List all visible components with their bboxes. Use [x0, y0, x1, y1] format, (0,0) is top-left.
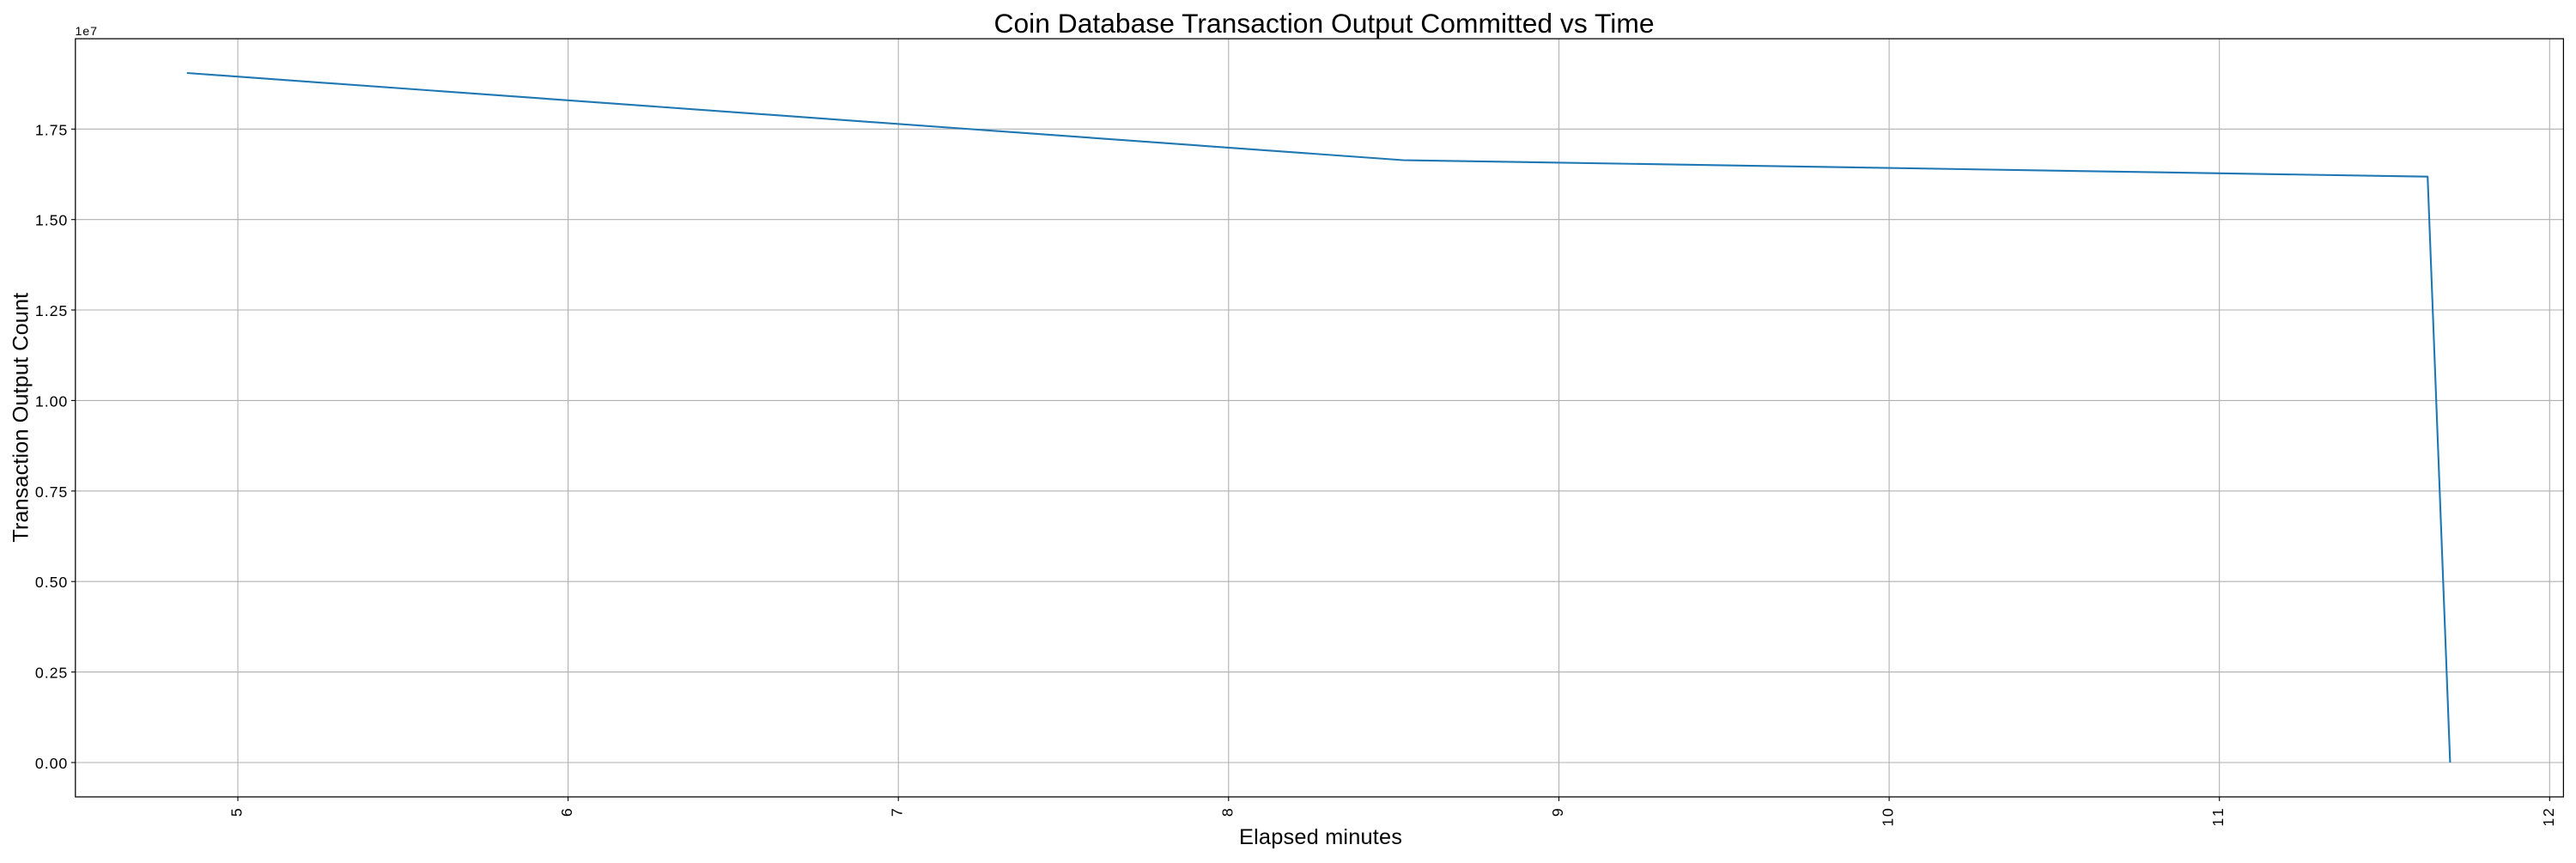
svg-text:9: 9 [1549, 808, 1566, 817]
svg-text:1e7: 1e7 [76, 25, 98, 39]
svg-text:1.00: 1.00 [35, 392, 68, 410]
svg-text:1.25: 1.25 [35, 302, 68, 319]
svg-text:1.75: 1.75 [35, 121, 68, 138]
svg-text:0.50: 0.50 [35, 574, 68, 591]
svg-text:0.00: 0.00 [35, 755, 68, 772]
svg-text:5: 5 [228, 808, 246, 817]
svg-text:Transaction Output Count: Transaction Output Count [9, 293, 33, 543]
svg-text:Coin Database Transaction Outp: Coin Database Transaction Output Committ… [994, 8, 1655, 39]
svg-text:8: 8 [1218, 808, 1236, 817]
svg-text:6: 6 [558, 808, 575, 817]
svg-text:0.25: 0.25 [35, 665, 68, 682]
svg-text:7: 7 [889, 808, 906, 817]
svg-text:11: 11 [2209, 808, 2227, 827]
svg-text:10: 10 [1880, 808, 1897, 827]
svg-text:Elapsed minutes: Elapsed minutes [1239, 825, 1402, 849]
svg-text:0.75: 0.75 [35, 483, 68, 501]
svg-text:1.50: 1.50 [35, 212, 68, 229]
svg-text:12: 12 [2540, 808, 2557, 826]
